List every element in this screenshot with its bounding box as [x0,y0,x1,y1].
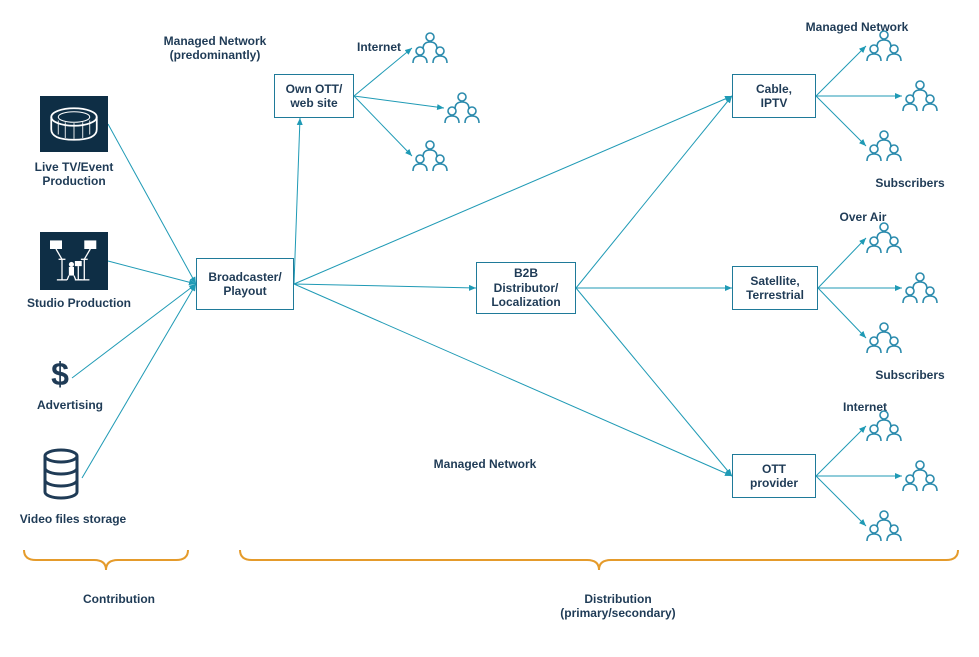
studio-icon [40,232,108,290]
advertising-icon: $ [40,356,80,393]
broadcaster-label: Broadcaster/Playout [208,270,281,299]
audience-icon [442,91,482,130]
audience-icon [864,409,904,448]
satellite-node: Satellite,Terrestrial [732,266,818,310]
audience-icon [900,79,940,118]
storage-label: Video files storage [18,512,128,526]
cable-label: Cable,IPTV [756,82,792,111]
satellite-label: Satellite,Terrestrial [746,274,804,303]
b2b-label: B2BDistributor/Localization [491,266,560,309]
audience-icon [864,321,904,360]
broadcaster-node: Broadcaster/Playout [196,258,294,310]
ott-provider-node: OTTprovider [732,454,816,498]
edges-layer [0,0,979,657]
managed-network-top-label: Managed Network(predominantly) [150,34,280,63]
audience-icon [864,509,904,548]
contribution-label: Contribution [74,592,164,606]
audience-icon [900,459,940,498]
own-ott-label: Own OTT/web site [286,82,343,111]
audience-icon [410,31,450,70]
cable-node: Cable,IPTV [732,74,816,118]
live-tv-icon [40,96,108,152]
subscribers-mid-label: Subscribers [870,368,950,382]
advertising-label: Advertising [30,398,110,412]
audience-icon [864,129,904,168]
audience-icon [864,221,904,260]
subscribers-top-label: Subscribers [870,176,950,190]
studio-label: Studio Production [24,296,134,310]
storage-icon [40,448,86,506]
managed-network-bottom-label: Managed Network [420,457,550,471]
audience-icon [864,29,904,68]
distribution-label: Distribution(primary/secondary) [548,592,688,621]
b2b-node: B2BDistributor/Localization [476,262,576,314]
audience-icon [410,139,450,178]
audience-icon [900,271,940,310]
own-ott-node: Own OTT/web site [274,74,354,118]
internet-top-label: Internet [344,40,414,54]
diagram-stage: { "sources": { "live": { "x": 40, "y": 9… [0,0,979,657]
live-tv-label: Live TV/EventProduction [24,160,124,189]
ott-provider-label: OTTprovider [750,462,798,491]
